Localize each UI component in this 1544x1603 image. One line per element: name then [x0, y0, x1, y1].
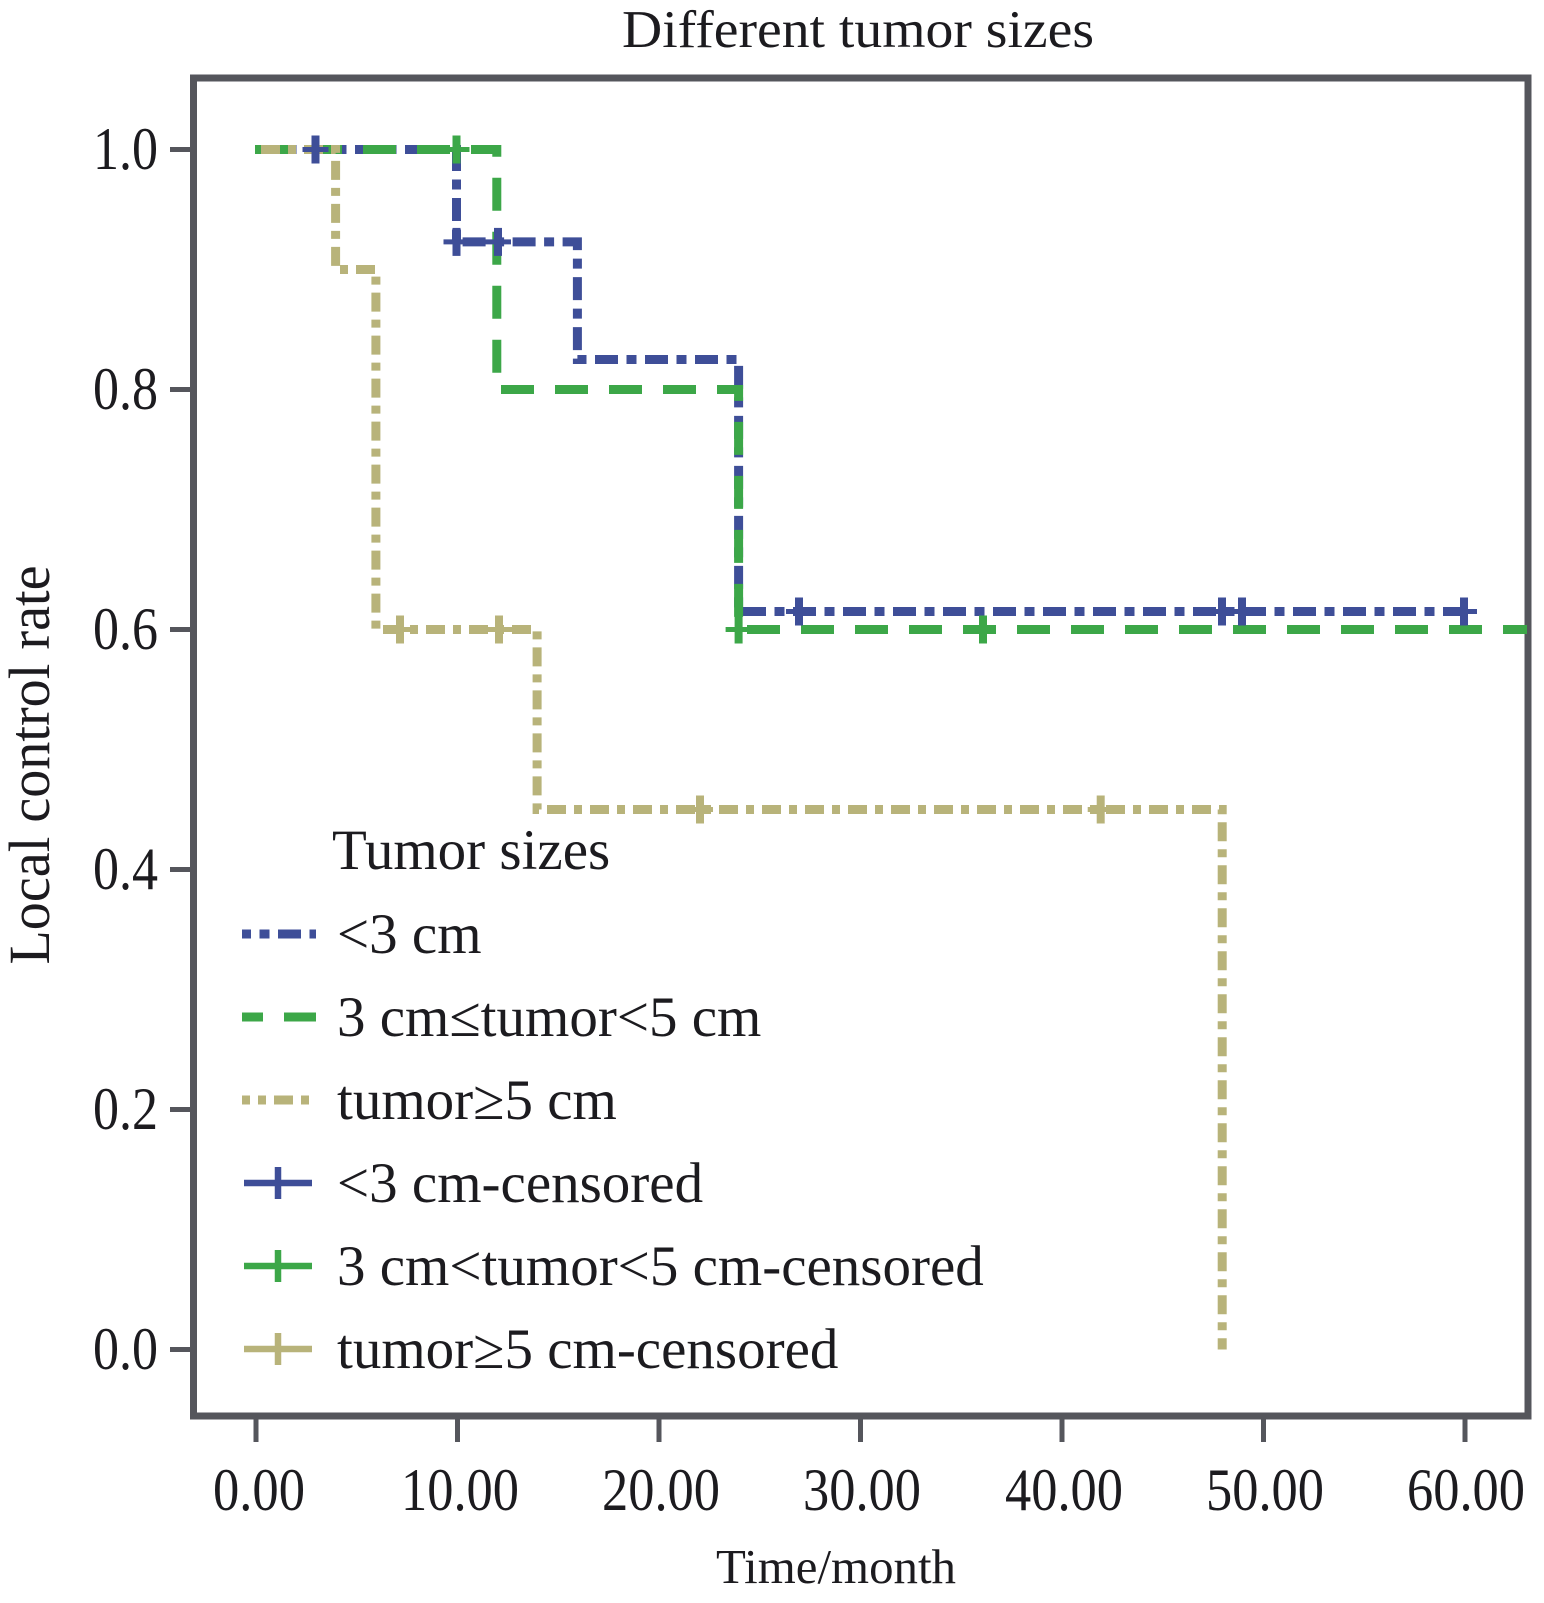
- svg-text:0.0: 0.0: [93, 1316, 158, 1382]
- svg-text:20.00: 20.00: [602, 1457, 720, 1523]
- svg-text:3 cm<tumor<5 cm-censored: 3 cm<tumor<5 cm-censored: [337, 1235, 984, 1298]
- svg-text:0.6: 0.6: [93, 596, 158, 662]
- svg-text:3 cm≤tumor<5 cm: 3 cm≤tumor<5 cm: [337, 986, 761, 1049]
- svg-text:30.00: 30.00: [803, 1457, 921, 1523]
- svg-text:tumor≥5 cm: tumor≥5 cm: [337, 1069, 617, 1132]
- svg-text:Local control rate: Local control rate: [0, 566, 62, 965]
- svg-text:Time/month: Time/month: [716, 1539, 956, 1594]
- svg-text:Different tumor sizes: Different tumor sizes: [622, 1, 1094, 59]
- svg-text:0.2: 0.2: [93, 1076, 158, 1142]
- svg-text:<3 cm-censored: <3 cm-censored: [337, 1152, 703, 1215]
- svg-text:60.00: 60.00: [1407, 1457, 1525, 1523]
- svg-text:10.00: 10.00: [401, 1457, 519, 1523]
- svg-text:<3 cm: <3 cm: [337, 903, 482, 966]
- svg-text:0.00: 0.00: [213, 1457, 305, 1523]
- svg-text:40.00: 40.00: [1005, 1457, 1123, 1523]
- svg-text:0.8: 0.8: [93, 356, 158, 422]
- svg-text:Tumor sizes: Tumor sizes: [332, 819, 610, 882]
- svg-text:50.00: 50.00: [1206, 1457, 1324, 1523]
- svg-text:0.4: 0.4: [93, 836, 158, 902]
- svg-text:tumor≥5 cm-censored: tumor≥5 cm-censored: [337, 1318, 838, 1381]
- svg-text:1.0: 1.0: [93, 116, 158, 182]
